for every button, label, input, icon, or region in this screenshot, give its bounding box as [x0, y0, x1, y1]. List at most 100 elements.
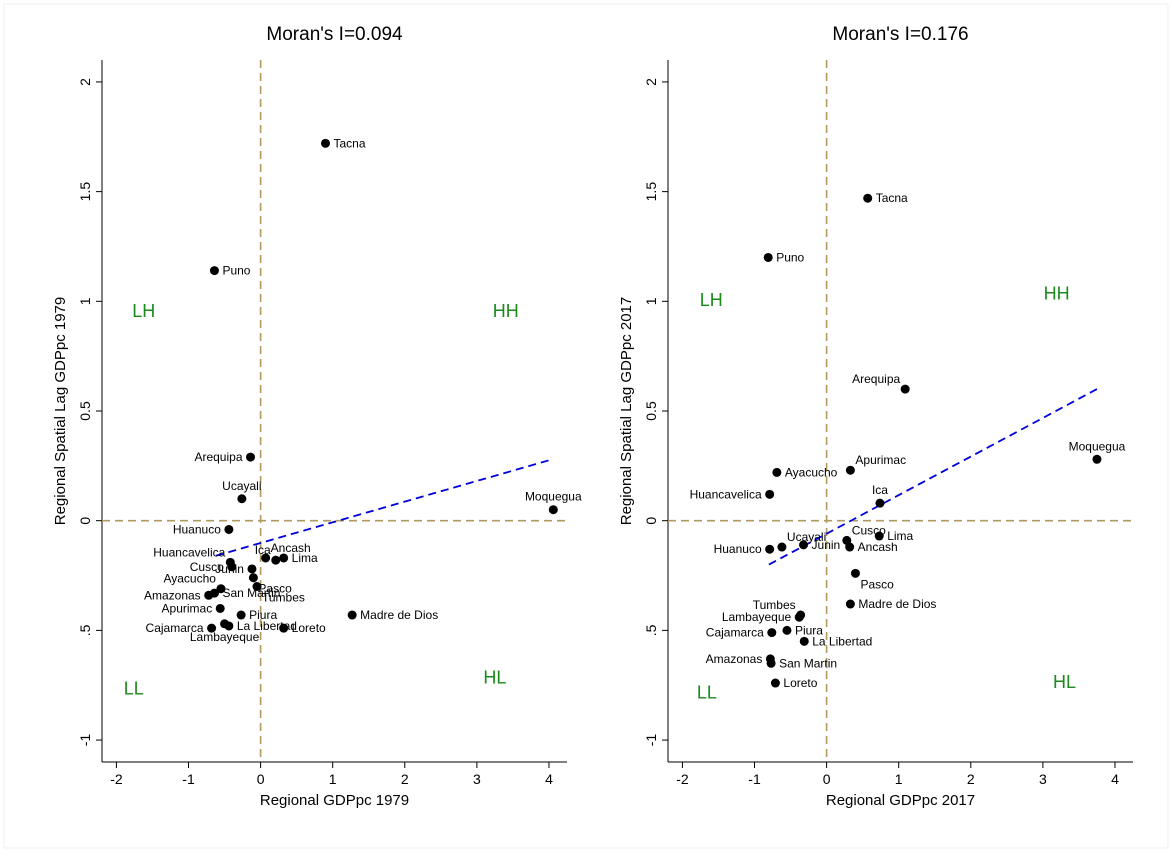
- point-label: La Libertad: [812, 634, 872, 648]
- data-point: [271, 555, 281, 565]
- data-point: [845, 599, 855, 609]
- data-point: [248, 573, 258, 583]
- point-label: Loreto: [292, 621, 326, 635]
- figure-border: [3, 3, 1169, 849]
- data-point: [261, 553, 271, 563]
- point-label: Pasco: [258, 582, 292, 596]
- data-point: [220, 619, 230, 629]
- point-label: Puno: [776, 250, 804, 264]
- x-tick-label: 2: [967, 771, 975, 787]
- y-tick-label: 0.5: [77, 401, 93, 421]
- data-point: [227, 562, 237, 572]
- x-tick-label: 3: [1039, 771, 1047, 787]
- quadrant-label-ll: LL: [124, 678, 144, 698]
- data-point: [850, 568, 860, 578]
- data-point: [209, 266, 219, 276]
- data-point: [767, 628, 777, 638]
- point-label: Arequipa: [852, 372, 900, 386]
- data-point: [845, 542, 855, 552]
- point-label: San Martin: [222, 586, 280, 600]
- data-point: [875, 498, 885, 508]
- y-tick-label: 0: [643, 517, 659, 525]
- data-point: [320, 138, 330, 148]
- y-tick-label: -1: [77, 734, 93, 747]
- data-point: [246, 452, 256, 462]
- point-label: Ica: [872, 483, 888, 497]
- data-point: [772, 467, 782, 477]
- y-tick-label: 1.5: [643, 182, 659, 202]
- x-tick-label: -1: [748, 771, 761, 787]
- x-axis-label: Regional GDPpc 2017: [826, 792, 975, 809]
- data-point: [204, 590, 214, 600]
- x-tick-label: 2: [401, 771, 409, 787]
- x-tick-label: 4: [545, 771, 553, 787]
- x-tick-label: 1: [329, 771, 337, 787]
- y-tick-label: 2: [643, 78, 659, 86]
- data-point: [279, 623, 289, 633]
- y-tick-label: 2: [77, 78, 93, 86]
- quadrant-label-lh: LH: [700, 290, 723, 310]
- point-label: Ucayali: [222, 479, 261, 493]
- data-point: [1092, 454, 1102, 464]
- data-point: [766, 658, 776, 668]
- y-tick-label: 0: [77, 517, 93, 525]
- point-label: Amazonas: [144, 588, 201, 602]
- data-point: [900, 384, 910, 394]
- point-label: Huancavelica: [153, 545, 225, 559]
- quadrant-label-hl: HL: [1053, 672, 1076, 692]
- y-tick-label: 1: [643, 297, 659, 305]
- x-tick-label: 0: [257, 771, 265, 787]
- quadrant-label-hh: HH: [493, 301, 519, 321]
- point-label: Loreto: [783, 676, 817, 690]
- y-tick-label: .5: [643, 624, 659, 636]
- data-point: [770, 678, 780, 688]
- data-point: [237, 494, 247, 504]
- data-point: [794, 612, 804, 622]
- point-label: Puno: [222, 264, 250, 278]
- point-label: Ayacucho: [785, 465, 838, 479]
- point-label: Moquegua: [1069, 439, 1126, 453]
- chart-title: Moran's I=0.094: [266, 24, 403, 45]
- quadrant-label-hh: HH: [1044, 283, 1070, 303]
- data-point: [763, 252, 773, 262]
- data-point: [279, 553, 289, 563]
- point-label: Ancash: [271, 541, 311, 555]
- y-tick-label: 1: [77, 297, 93, 305]
- x-axis-label: Regional GDPpc 1979: [260, 792, 409, 809]
- data-point: [799, 540, 809, 550]
- x-tick-label: -1: [182, 771, 195, 787]
- point-label: Tumbes: [262, 591, 305, 605]
- x-tick-label: 0: [823, 771, 831, 787]
- data-point: [863, 193, 873, 203]
- point-label: Pasco: [860, 577, 894, 591]
- point-label: Moquegua: [525, 490, 582, 504]
- point-label: Ayacucho: [163, 572, 216, 586]
- regression-fit-line: [768, 388, 1098, 566]
- point-label: Tacna: [333, 136, 365, 150]
- quadrant-label-lh: LH: [132, 301, 155, 321]
- data-point: [782, 625, 792, 635]
- point-label: San Martin: [779, 656, 837, 670]
- point-label: Piura: [249, 608, 277, 622]
- x-tick-label: -2: [110, 771, 123, 787]
- point-label: Huancavelica: [690, 487, 762, 501]
- data-point: [216, 584, 226, 594]
- point-label: Lima: [887, 529, 913, 543]
- data-point: [247, 564, 257, 574]
- data-point: [799, 636, 809, 646]
- point-label: Ucayali: [787, 530, 826, 544]
- data-point: [347, 610, 357, 620]
- point-label: Lambayeque: [722, 610, 792, 624]
- x-tick-label: 4: [1111, 771, 1119, 787]
- y-tick-label: -1: [643, 734, 659, 747]
- point-label: Junin: [215, 562, 244, 576]
- data-point: [765, 544, 775, 554]
- data-point: [207, 623, 217, 633]
- point-label: Tumbes: [753, 598, 796, 612]
- point-label: Piura: [795, 623, 823, 637]
- x-tick-label: -2: [676, 771, 689, 787]
- x-tick-label: 3: [473, 771, 481, 787]
- y-axis-label: Regional Spatial Lag GDPpc 2017: [618, 297, 635, 526]
